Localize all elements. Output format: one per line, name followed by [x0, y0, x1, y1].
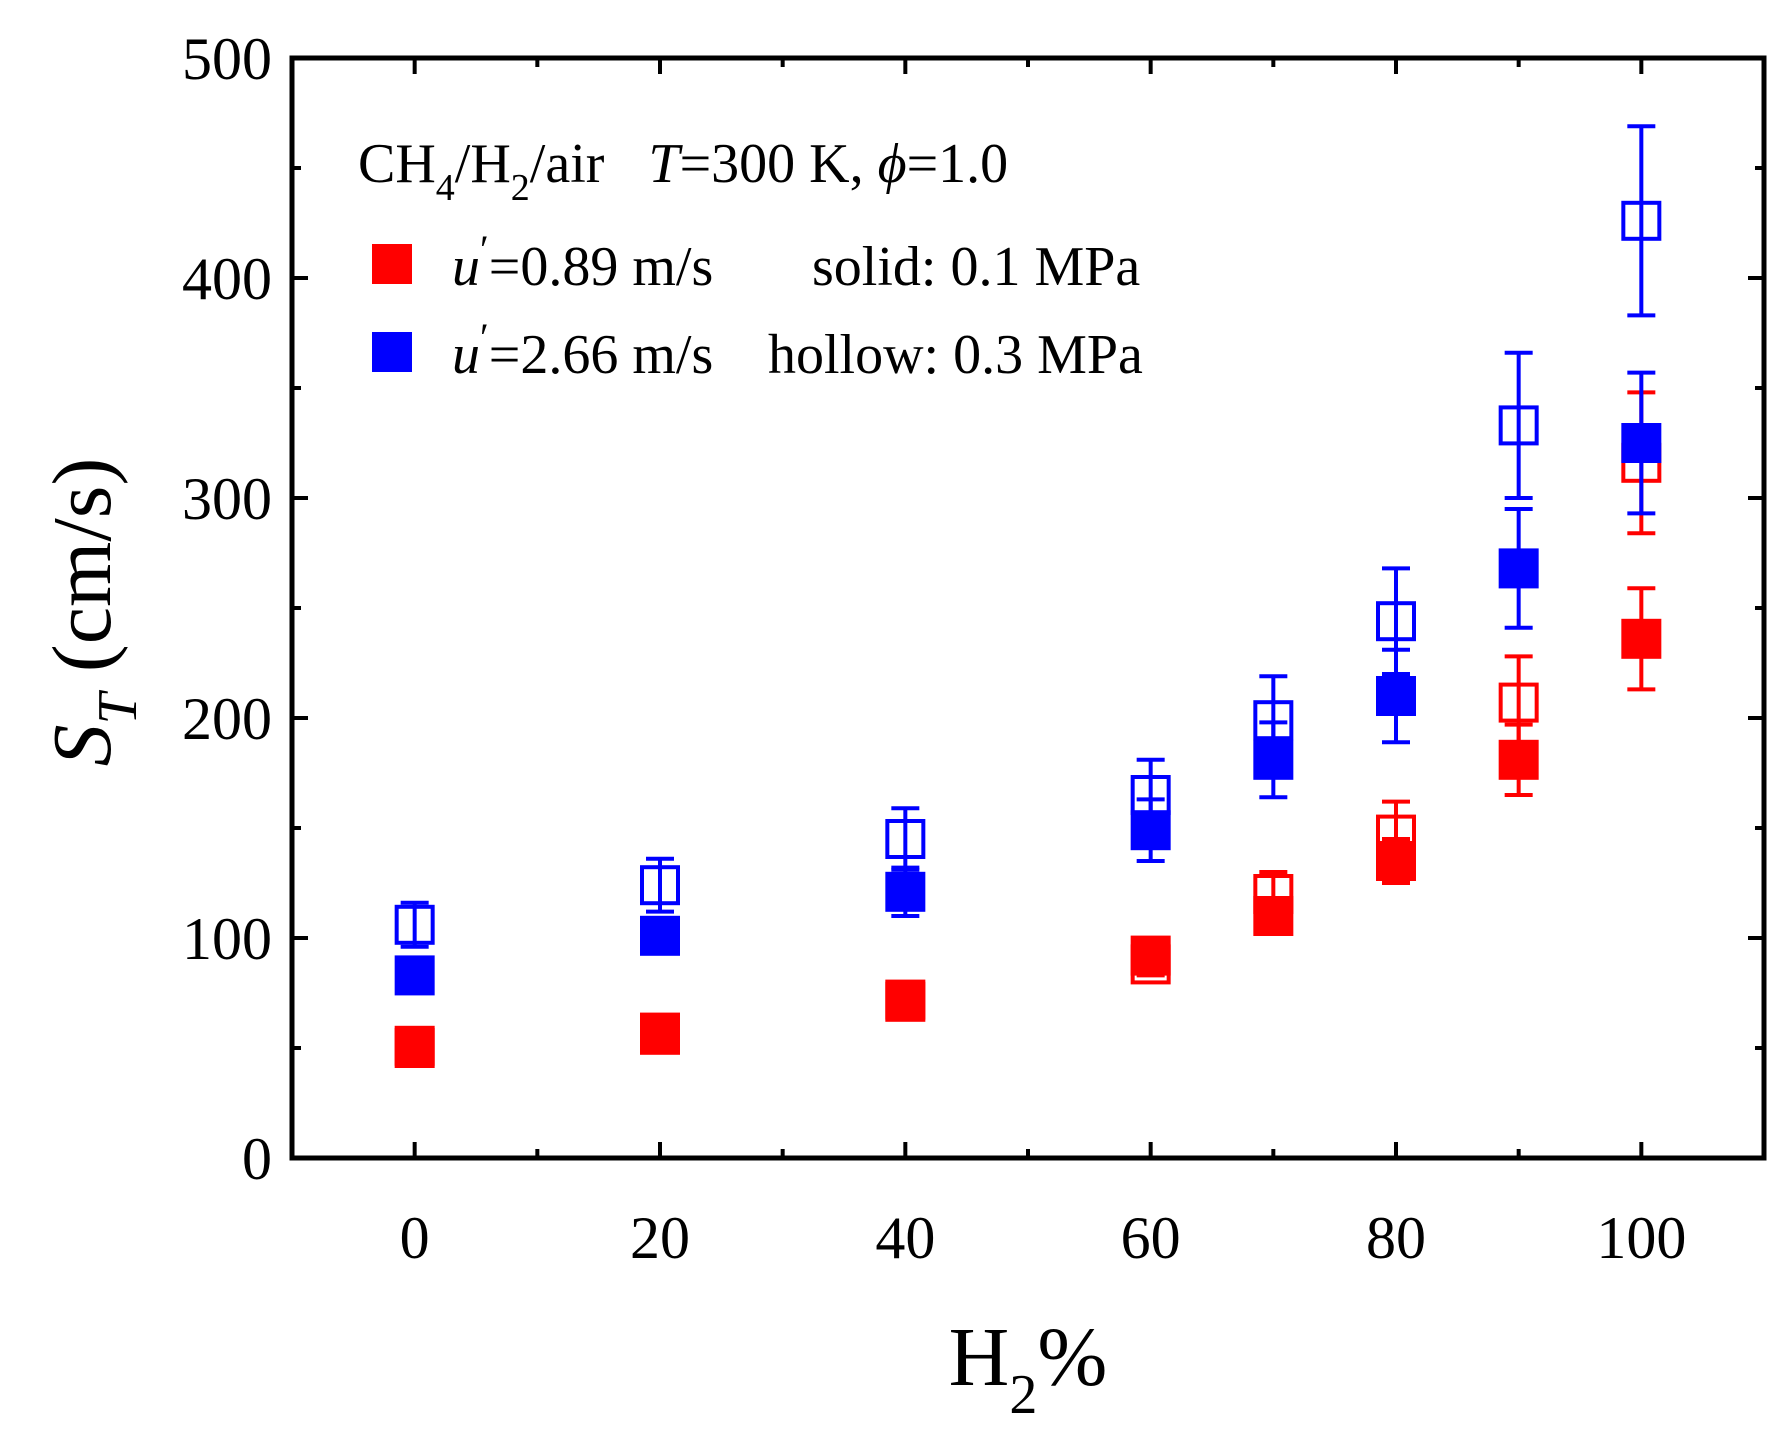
y-tick-label: 100	[182, 906, 272, 972]
data-point-hollow	[394, 904, 435, 945]
legend-blue-text: =2.66 m/s	[489, 324, 714, 386]
plot-frame	[289, 55, 1767, 1161]
data-point-hollow	[1376, 814, 1416, 855]
y-tick-label: 400	[182, 246, 272, 312]
legend-blue-prime: ′	[480, 315, 489, 360]
y-axis-title-symbol: S	[36, 724, 129, 766]
y-axis-title-suffix: (cm/s)	[36, 458, 129, 694]
x-axis-title-suffix: %	[1037, 1311, 1107, 1404]
data-point-hollow	[1621, 200, 1662, 241]
data-point-filled	[1498, 548, 1539, 589]
legend: u′=0.89 m/s solid: 0.1 MPa u′=2.66 m/s h…	[372, 227, 1143, 386]
data-point-filled	[1621, 618, 1662, 659]
temperature-symbol: T	[648, 133, 683, 195]
data-point-hollow	[640, 1014, 680, 1055]
data-point-filled	[640, 915, 680, 956]
x-tick-label: 0	[400, 1205, 430, 1271]
x-tick-label: 100	[1596, 1205, 1686, 1271]
data-point-filled	[1621, 423, 1662, 463]
y-tick-label: 300	[182, 466, 272, 532]
mixture-label: CH	[358, 133, 436, 195]
legend-swatch-red	[372, 244, 412, 284]
phi-value: =1.0	[907, 133, 1009, 195]
data-point-hollow	[885, 981, 926, 1022]
series-0	[394, 586, 1662, 1066]
data-point-filled	[1376, 676, 1416, 716]
data-point-hollow	[1498, 405, 1539, 446]
legend-entry-red: u′=0.89 m/s	[452, 227, 713, 298]
series-2	[394, 370, 1662, 996]
axes: 0 20 40 60 80 100 0 100 200 300 400 500	[182, 26, 1764, 1271]
y-tick-label: 200	[182, 686, 272, 752]
data-point-hollow	[1498, 682, 1539, 723]
data-point-hollow	[1376, 601, 1416, 642]
legend-red-symbol: u	[452, 236, 480, 298]
y-tick-label: 0	[242, 1126, 272, 1192]
data-marks	[394, 124, 1662, 1068]
mixture-subscript-1: 4	[436, 167, 455, 209]
series-3	[394, 124, 1662, 949]
x-axis-title: H2%	[949, 1311, 1108, 1426]
temperature-value: =300 K,	[680, 133, 864, 195]
legend-red-prime: ′	[480, 227, 489, 272]
x-tick-label: 20	[630, 1205, 690, 1271]
legend-blue-note: hollow: 0.3 MPa	[768, 324, 1143, 386]
y-axis-title: ST (cm/s)	[36, 458, 149, 767]
y-tick-label: 500	[182, 26, 272, 92]
y-axis-title-subscript: T	[87, 689, 149, 724]
legend-red-note: solid: 0.1 MPa	[812, 236, 1140, 298]
legend-red-text: =0.89 m/s	[489, 236, 714, 298]
mixture-subscript-2: 2	[511, 167, 530, 209]
mixture-label-mid: /H	[455, 133, 511, 195]
condition-annotation: CH4/H2/air T=300 K, ϕ=1.0	[358, 133, 1008, 209]
data-point-hollow	[640, 865, 680, 906]
data-point-hollow	[1253, 874, 1294, 914]
x-axis-title-main: H	[949, 1311, 1010, 1404]
x-axis-title-subscript: 2	[1009, 1364, 1037, 1426]
x-tick-label: 60	[1121, 1205, 1181, 1271]
legend-swatch-blue	[372, 332, 412, 372]
data-point-hollow	[1253, 700, 1294, 741]
phi-symbol: ϕ	[878, 133, 907, 195]
x-tick-label: 80	[1366, 1205, 1426, 1271]
data-point-hollow	[394, 1028, 435, 1068]
mixture-label-end: /air	[530, 133, 605, 195]
legend-entry-blue: u′=2.66 m/s	[452, 315, 713, 386]
data-point-filled	[885, 871, 926, 912]
x-tick-label: 40	[875, 1205, 935, 1271]
series-1	[394, 390, 1662, 1068]
legend-blue-symbol: u	[452, 324, 480, 386]
data-point-hollow	[1130, 944, 1171, 985]
data-point-hollow	[1130, 775, 1171, 815]
data-point-filled	[394, 955, 435, 996]
data-point-hollow	[885, 819, 926, 859]
